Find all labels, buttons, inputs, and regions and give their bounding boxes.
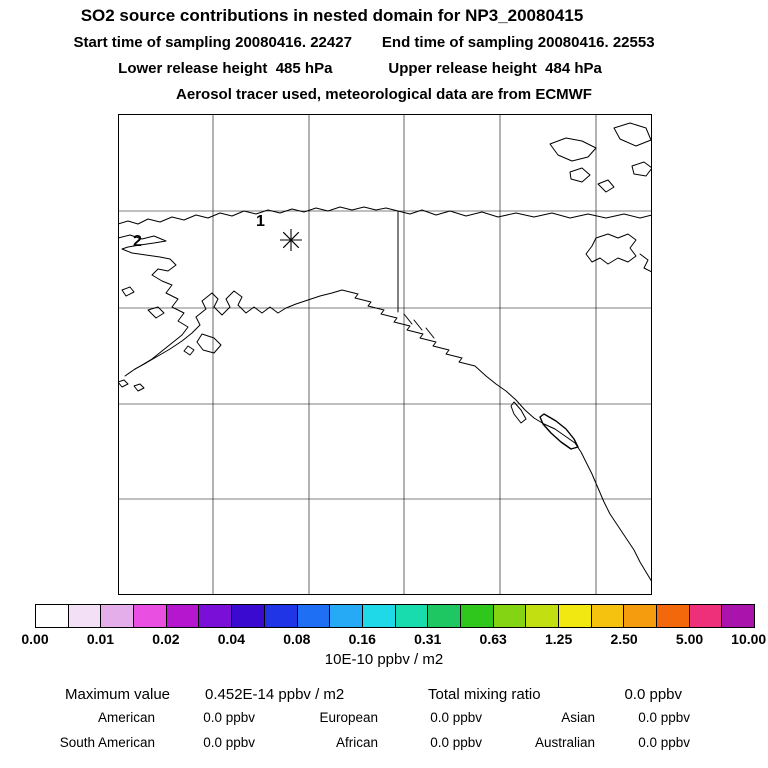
stats-row-regions-2: South American 0.0 ppbv African 0.0 ppbv… [0, 735, 768, 753]
region-value: 0.0 ppbv [430, 710, 482, 725]
colorbar-segment [297, 605, 331, 627]
colorbar-segment [166, 605, 200, 627]
region-value: 0.0 ppbv [638, 710, 690, 725]
colorbar-tick: 10.00 [731, 631, 767, 647]
map-gridlines [118, 114, 652, 595]
colorbar-tick: 0.04 [217, 631, 245, 647]
colorbar-tick: 0.02 [152, 631, 180, 647]
map-border [118, 114, 652, 595]
region-value: 0.0 ppbv [638, 735, 690, 750]
colorbar-tick: 0.00 [21, 631, 49, 647]
colorbar-segment [36, 605, 69, 627]
colorbar-segment [264, 605, 298, 627]
total-mixing-ratio-value: 0.0 ppbv [624, 686, 682, 703]
colorbar-segment [362, 605, 396, 627]
colorbar-tick: 0.31 [414, 631, 442, 647]
coastlines [118, 122, 652, 583]
region-name: American [97, 710, 155, 725]
colorbar-segment [395, 605, 429, 627]
release-marker-1-label: 1 [256, 213, 265, 230]
island [510, 401, 527, 424]
maximum-value-label: Maximum value [65, 686, 171, 703]
colorbar-segment [101, 605, 135, 627]
release-marker-2-label: 2 [133, 233, 142, 250]
stats-row-regions-1: American 0.0 ppbv European 0.0 ppbv Asia… [0, 710, 768, 728]
upper-release-height-text: Upper release height 484 hPa [388, 60, 602, 77]
colorbar-segment [526, 605, 559, 627]
region-name: European [319, 710, 378, 725]
colorbar-tick: 0.08 [283, 631, 311, 647]
colorbar-tick: 0.01 [86, 631, 115, 647]
colorbar-tick: 5.00 [675, 631, 704, 647]
region-value: 0.0 ppbv [203, 735, 255, 750]
region-name: Australian [534, 735, 595, 750]
arctic-island [569, 167, 591, 183]
tracer-info-line: Aerosol tracer used, meteorological data… [0, 86, 768, 103]
island [133, 383, 145, 392]
vancouver-island [539, 413, 579, 450]
arctic-coastline [118, 206, 652, 225]
colorbar-segment [68, 605, 102, 627]
colorbar-segment [199, 605, 233, 627]
arctic-island [597, 179, 615, 193]
release-star-icon [280, 229, 302, 251]
kodiak-island [196, 333, 222, 354]
colorbar [35, 604, 755, 628]
island [121, 286, 135, 297]
total-mixing-ratio-label: Total mixing ratio [428, 686, 541, 703]
colorbar-segment [330, 605, 363, 627]
maximum-value: 0.452E-14 ppbv / m2 [205, 686, 345, 703]
sampling-times-line: Start time of sampling 20080416. 22427 E… [0, 34, 748, 51]
region-name: Asian [561, 710, 595, 725]
arctic-island [631, 161, 652, 177]
island [403, 313, 435, 339]
colorbar-tick: 1.25 [545, 631, 573, 647]
colorbar-segment [428, 605, 461, 627]
colorbar-segment [232, 605, 265, 627]
lake-outline [639, 253, 652, 273]
colorbar-unit-label: 10E-10 ppbv / m2 [324, 651, 444, 668]
colorbar-segment [722, 605, 755, 627]
colorbar-segment [624, 605, 658, 627]
release-heights-line: Lower release height 485 hPa Upper relea… [0, 60, 744, 77]
region-value: 0.0 ppbv [203, 710, 255, 725]
colorbar-segment [559, 605, 592, 627]
stats-row-max: Maximum value 0.452E-14 ppbv / m2 Total … [0, 686, 768, 704]
colorbar-segment [591, 605, 625, 627]
colorbar-tick: 0.16 [348, 631, 376, 647]
region-name: South American [59, 735, 155, 750]
colorbar-segment [689, 605, 723, 627]
map-panel: 1 2 [118, 114, 652, 595]
start-time-text: Start time of sampling 20080416. 22427 [73, 34, 352, 51]
figure-title: SO2 source contributions in nested domai… [80, 6, 584, 25]
arctic-island [549, 137, 597, 162]
pacific-coastline [118, 234, 652, 583]
lower-release-height-text: Lower release height 485 hPa [118, 60, 333, 77]
island [147, 306, 165, 319]
colorbar-segment [657, 605, 690, 627]
island [183, 345, 195, 356]
colorbar-ticks: 0.00 0.01 0.02 0.04 0.08 0.16 0.31 0.63 … [21, 631, 766, 648]
colorbar-segment [493, 605, 527, 627]
colorbar-tick: 0.63 [479, 631, 507, 647]
island [118, 379, 129, 388]
region-value: 0.0 ppbv [430, 735, 482, 750]
colorbar-segment [460, 605, 494, 627]
arctic-island [613, 122, 652, 147]
colorbar-tick: 2.50 [610, 631, 638, 647]
colorbar-segment [134, 605, 167, 627]
end-time-text: End time of sampling 20080416. 22553 [381, 34, 655, 51]
tracer-info-text: Aerosol tracer used, meteorological data… [176, 86, 592, 103]
region-name: African [335, 735, 378, 750]
lake-outline [585, 233, 637, 265]
